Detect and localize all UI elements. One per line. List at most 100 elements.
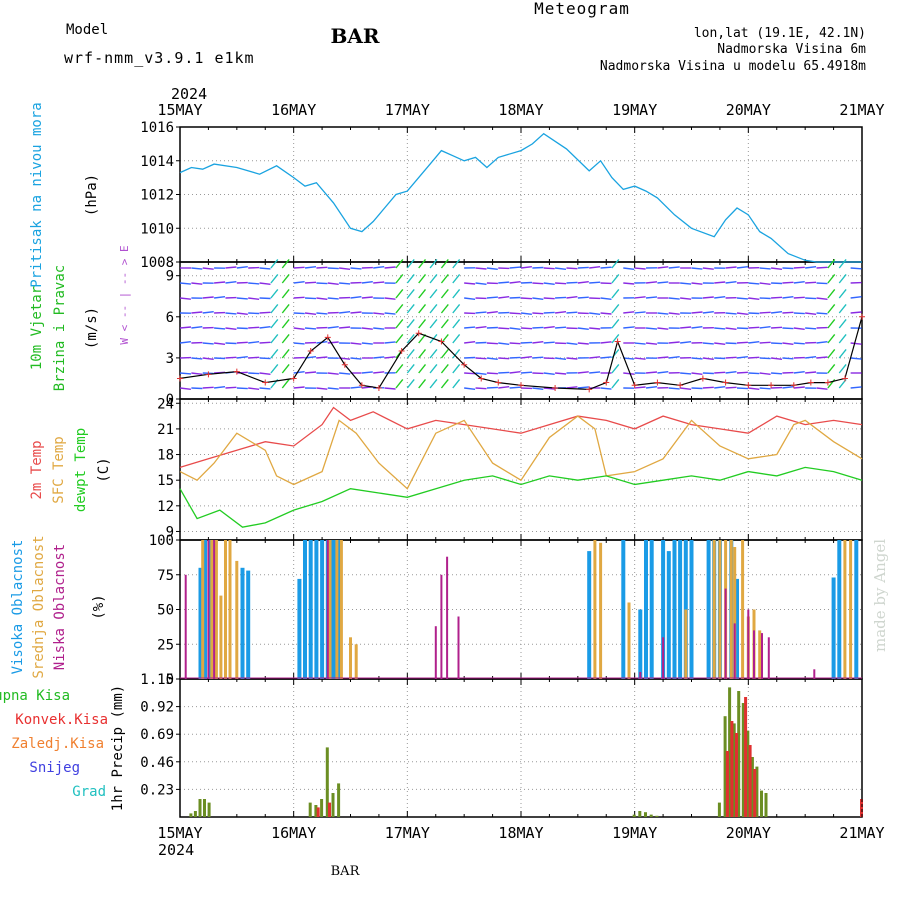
wind-barb	[838, 258, 847, 269]
cloud-bar	[224, 540, 227, 679]
wind-barb	[793, 371, 805, 374]
wind-barb	[838, 303, 847, 314]
precip-bar	[717, 802, 721, 817]
wind-barb	[532, 356, 544, 359]
wind-barb	[736, 266, 748, 269]
cloud-bar	[753, 630, 755, 679]
wind-barb	[520, 371, 533, 374]
wind-barb	[464, 282, 476, 285]
lonlat: lon,lat (19.1E, 42.1N)	[694, 26, 866, 41]
wind-barb	[759, 282, 771, 285]
wind-barb	[623, 311, 635, 314]
y-tick-label: 100	[149, 533, 174, 549]
y-tick-label: 0.92	[140, 700, 174, 716]
wind-barb	[645, 327, 658, 330]
wind-barb	[440, 318, 449, 329]
wind-barb	[805, 356, 817, 359]
cloud-bar	[434, 626, 437, 679]
wind-barb	[498, 342, 510, 345]
wind-barb	[566, 267, 578, 270]
wind-barb	[793, 281, 805, 284]
wind-barb	[259, 282, 271, 285]
y-tick-label: 6	[166, 310, 174, 326]
wind-barb	[532, 266, 544, 269]
wind-barb	[736, 341, 748, 344]
y-tick-label: 0.23	[140, 782, 174, 798]
pressure-line	[179, 132, 862, 263]
wind-barb	[816, 297, 828, 300]
wind-barb	[361, 296, 373, 299]
wind-barbs	[179, 258, 862, 390]
wind-barb	[373, 281, 385, 284]
wind-barb	[691, 357, 703, 360]
cloud-bar	[758, 630, 762, 679]
wind-barb	[509, 327, 521, 330]
y-tick-label: 18	[157, 448, 174, 464]
wind-barb	[384, 297, 396, 300]
wind-barb	[248, 312, 260, 315]
wind-barb	[225, 356, 237, 359]
wind-barb	[543, 282, 555, 285]
wind-barb	[691, 311, 703, 314]
wind-barb	[838, 318, 847, 329]
wind-barb	[406, 348, 415, 359]
wind-barb	[816, 341, 828, 344]
wind-marker	[614, 338, 621, 345]
precip-bar	[328, 802, 331, 817]
wind-barb	[406, 318, 415, 329]
precip-bar	[638, 811, 642, 817]
y-tick-label: 1016	[140, 120, 174, 136]
wind-barb	[248, 387, 260, 390]
precip-bar	[207, 802, 211, 817]
wind-barb	[452, 363, 461, 374]
wind-barb	[520, 281, 533, 284]
wind-barb	[406, 288, 415, 299]
wind-barb	[748, 312, 760, 315]
wind-barb	[281, 348, 290, 359]
wind-barb	[270, 363, 279, 374]
wind-barb	[520, 266, 532, 269]
wind-barb	[327, 297, 339, 300]
wind-barb	[793, 327, 805, 330]
wind-barb	[316, 266, 328, 269]
wind-barb	[418, 273, 427, 284]
precip-bar	[649, 814, 653, 817]
time-label-top: 20MAY	[726, 101, 771, 119]
wind-barb	[645, 281, 658, 284]
wind-barb	[281, 363, 290, 374]
wind-marker	[807, 379, 814, 386]
y-tick-label: 0.69	[140, 727, 174, 743]
wind-barb	[225, 281, 237, 284]
wind-barb	[327, 341, 339, 344]
wind-barb	[350, 267, 362, 270]
wind-barb	[827, 288, 836, 299]
wind-barb	[281, 258, 290, 269]
wind-barb	[452, 258, 461, 269]
wind-barb	[805, 297, 817, 300]
cloud-bar	[320, 540, 325, 679]
wind-barb	[179, 372, 192, 375]
wind-barb	[384, 387, 396, 390]
wind-barb	[827, 333, 836, 344]
wind-barb	[850, 267, 862, 270]
wind-barb	[452, 273, 461, 284]
cloud-bar	[724, 588, 727, 679]
cloud-bar	[440, 574, 443, 680]
wind-barb	[770, 311, 783, 314]
wind-marker	[438, 338, 445, 345]
precip-bar	[320, 799, 324, 817]
wind-barb	[623, 282, 635, 285]
wind-barb	[440, 378, 449, 389]
wind-barb	[520, 356, 532, 359]
wind-barb	[702, 357, 714, 360]
wind-barb	[440, 348, 449, 359]
wind-barb	[714, 281, 726, 284]
wind-barb	[532, 326, 544, 329]
wind-barb	[702, 267, 714, 270]
wind-marker	[205, 371, 212, 378]
wind-barb	[373, 356, 385, 359]
wind-barb	[281, 303, 290, 314]
y-tick-label: 1.15	[140, 672, 174, 688]
wind-barb	[611, 273, 620, 284]
wind-marker	[699, 375, 706, 382]
